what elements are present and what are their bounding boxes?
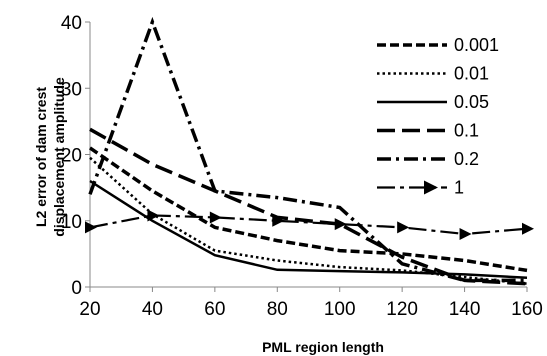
x-tick-label: 80 <box>267 299 288 320</box>
legend: 0.001 0.01 0.05 0.1 0.2 1 <box>377 35 499 198</box>
series-5-marker <box>272 214 285 227</box>
x-tick-label: 20 <box>79 299 100 320</box>
series-5-marker <box>209 211 222 224</box>
legend-label-0: 0.001 <box>454 35 499 55</box>
x-tick-label: 160 <box>511 299 543 320</box>
series-5-marker <box>334 218 347 231</box>
axes <box>85 21 528 292</box>
x-axis-title: PML region length <box>262 339 384 355</box>
series-line-5 <box>89 214 528 236</box>
series-line-4 <box>88 16 527 283</box>
y-tick-label: 20 <box>61 146 82 167</box>
legend-label-4: 0.2 <box>454 149 479 169</box>
x-tick-label: 120 <box>386 299 418 320</box>
y-tick-label: 0 <box>71 278 82 299</box>
series-5-marker <box>85 221 97 234</box>
legend-label-3: 0.1 <box>454 121 479 141</box>
legend-marker-5 <box>424 180 438 195</box>
series-line-3 <box>89 127 528 286</box>
x-tick-label: 40 <box>142 299 163 320</box>
series-layer <box>85 16 534 286</box>
y-tick-label: 30 <box>61 79 82 100</box>
x-tick-label: 140 <box>449 299 481 320</box>
y-axis-title-line-1: L2 error of dam crest <box>33 87 49 227</box>
legend-label-2: 0.05 <box>454 92 489 112</box>
series-5-marker <box>397 221 410 234</box>
series-5-marker <box>522 222 534 235</box>
x-tick-label: 60 <box>204 299 225 320</box>
x-tick-label: 100 <box>324 299 356 320</box>
legend-label-1: 0.01 <box>454 64 489 84</box>
y-tick-label: 10 <box>61 212 82 233</box>
series-line-2 <box>89 179 528 279</box>
series-5-marker <box>147 209 160 222</box>
y-axis-title-line-2: displacement amplitude <box>51 77 67 237</box>
tick-labels: 0 10 20 30 40 20 40 60 80 100 120 140 160 <box>61 13 543 320</box>
series-5-marker <box>459 228 472 240</box>
legend-label-5: 1 <box>454 178 464 198</box>
y-tick-label: 40 <box>61 13 82 34</box>
